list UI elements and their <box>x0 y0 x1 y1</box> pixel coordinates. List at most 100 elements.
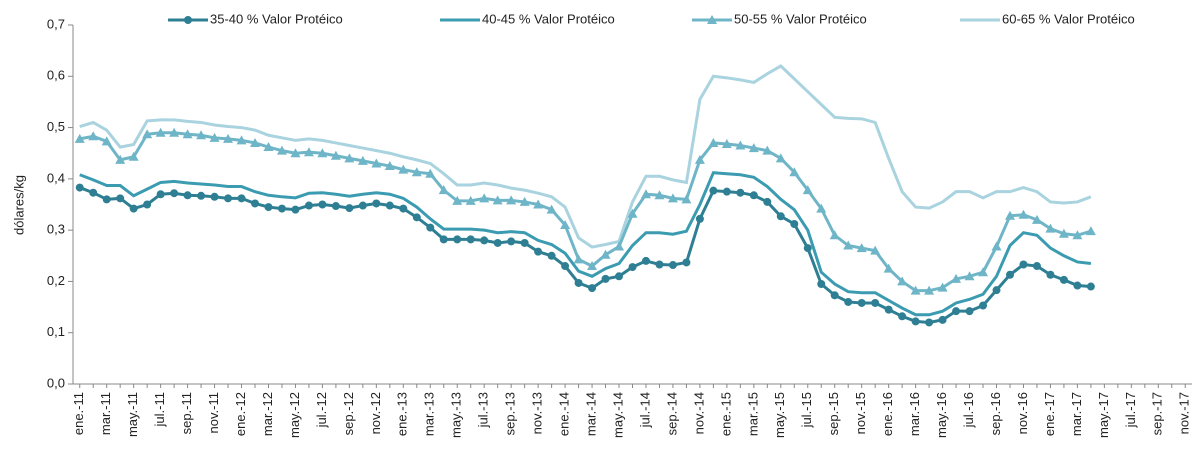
point <box>439 235 448 244</box>
x-tick-label: nov.-15 <box>853 392 868 434</box>
point <box>1046 270 1055 279</box>
point <box>560 220 571 230</box>
point <box>722 187 731 196</box>
point <box>573 254 584 264</box>
point <box>964 271 975 281</box>
x-tick-label: may.-12 <box>287 392 302 438</box>
point <box>143 200 152 209</box>
point <box>668 261 677 270</box>
point <box>519 196 530 206</box>
point <box>88 131 99 141</box>
x-tick-label: sep.-13 <box>503 392 518 435</box>
point <box>507 237 516 246</box>
point <box>1085 226 1096 236</box>
point <box>911 317 920 326</box>
point <box>236 135 247 145</box>
point <box>1004 210 1015 220</box>
series-line <box>79 131 1092 293</box>
point <box>561 262 570 271</box>
x-tick-label: sep.-16 <box>988 392 1003 435</box>
legend-label: 50-55 % Valor Protéico <box>734 11 867 26</box>
point <box>411 167 422 177</box>
x-tick-label: nov.-17 <box>1177 392 1192 434</box>
point <box>829 230 840 240</box>
point <box>371 158 382 168</box>
point <box>952 307 961 316</box>
point <box>844 297 853 306</box>
point <box>1019 260 1028 269</box>
point <box>291 205 300 214</box>
point <box>776 212 785 221</box>
point <box>170 189 179 198</box>
point <box>695 214 704 223</box>
point <box>196 130 207 140</box>
point <box>654 190 665 200</box>
point <box>345 204 354 213</box>
y-tick-label: 0,0 <box>47 375 65 390</box>
point <box>681 194 692 204</box>
point <box>749 191 758 200</box>
point <box>748 143 759 153</box>
point <box>587 261 598 271</box>
point <box>992 286 1001 295</box>
point <box>1032 262 1041 271</box>
y-tick-label: 0,3 <box>47 222 65 237</box>
point <box>466 235 475 244</box>
point <box>304 201 313 210</box>
point <box>856 243 867 253</box>
point <box>628 263 637 272</box>
point <box>224 194 233 203</box>
point <box>182 129 193 139</box>
point <box>694 154 705 164</box>
x-tick-label: ene.-13 <box>395 392 410 436</box>
point <box>426 223 435 232</box>
point <box>979 301 988 310</box>
x-tick-label: sep.-12 <box>341 392 356 435</box>
x-tick-label: mar.-16 <box>907 392 922 436</box>
point <box>1031 214 1042 224</box>
point <box>600 249 611 259</box>
series-line <box>79 64 1092 249</box>
point <box>74 133 85 143</box>
x-tick-label: mar.-14 <box>583 392 598 436</box>
point <box>601 274 610 283</box>
x-tick-label: may.-16 <box>934 392 949 438</box>
point <box>938 315 947 324</box>
point <box>384 161 395 171</box>
y-axis-label: dólares/kg <box>11 175 26 235</box>
point <box>385 201 394 210</box>
point <box>197 191 206 200</box>
x-tick-label: sep.-14 <box>664 392 679 435</box>
point <box>169 127 180 137</box>
point <box>425 168 436 178</box>
point <box>250 137 261 147</box>
point <box>453 235 462 244</box>
point <box>412 213 421 222</box>
point <box>898 312 907 321</box>
x-tick-label: jul.-11 <box>152 392 167 427</box>
point <box>640 189 651 199</box>
point <box>736 188 745 197</box>
point <box>438 185 449 195</box>
x-tick-label: may.-13 <box>449 392 464 438</box>
point <box>951 273 962 283</box>
point <box>506 195 517 205</box>
point <box>264 203 273 212</box>
point <box>721 138 732 148</box>
x-tick-label: sep.-15 <box>826 392 841 435</box>
point <box>277 204 286 213</box>
x-tick-label: mar.-11 <box>98 392 113 435</box>
y-tick-label: 0,5 <box>47 119 65 134</box>
legend-marker <box>707 15 717 24</box>
point <box>75 183 84 192</box>
point <box>708 137 719 147</box>
point <box>358 201 367 210</box>
x-tick-label: jul.-17 <box>1123 392 1138 428</box>
point <box>116 194 125 203</box>
point <box>452 195 463 205</box>
point <box>884 305 893 314</box>
x-tick-label: may.-14 <box>610 392 625 438</box>
point <box>627 208 638 218</box>
point <box>803 244 812 253</box>
